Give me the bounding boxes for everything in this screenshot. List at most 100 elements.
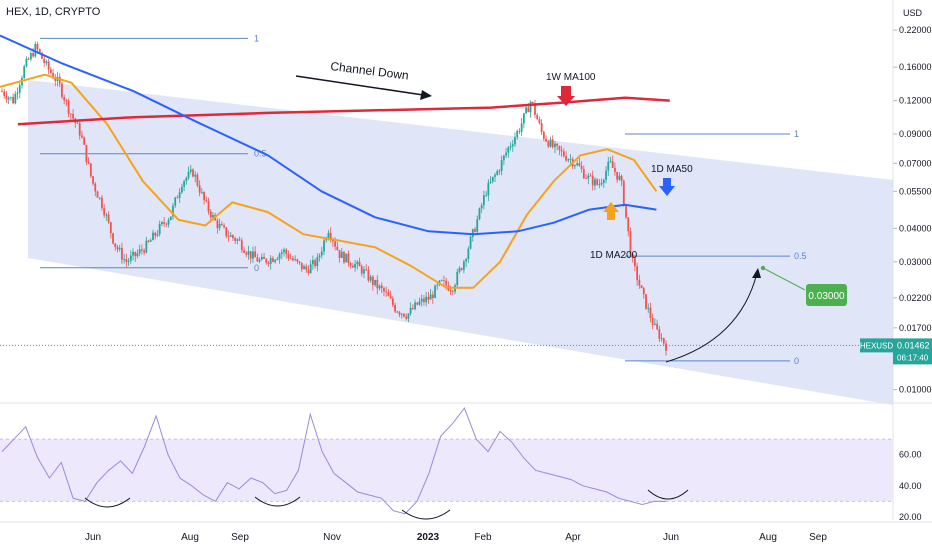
candle-body [27,58,30,60]
candle-body [567,159,570,161]
candle-body [522,113,525,124]
candle-body [247,251,250,255]
candle-body [376,279,379,289]
candle-body [218,223,221,229]
candle-body [371,276,374,286]
candle-body [542,131,545,139]
price-tick-label: 0.07000 [899,158,932,168]
candle-body [83,137,86,145]
candle-body [105,214,108,216]
candle-body [325,239,328,241]
candle-body [489,181,492,183]
candle-body [634,258,636,267]
candle-body [534,103,536,115]
channel-down-band [28,80,893,405]
candle-body [305,266,308,270]
candle-body [236,239,239,241]
price-tick-label: 0.01000 [899,385,932,395]
last-price-value: 0.01462 [897,340,930,350]
candle-body [638,280,641,286]
candle-body [276,258,279,260]
candle-body [296,259,299,262]
candle-body [98,197,101,199]
candle-body [232,235,234,238]
fib-level-label: 1 [254,33,259,43]
price-tick-label: 0.12000 [899,96,932,106]
candle-body [225,227,228,237]
candle-body [143,250,146,253]
candle-body [494,174,496,177]
candle-body [9,97,12,98]
projection-arrow-head [752,268,761,278]
candle-body [3,91,6,96]
candle-body [662,338,665,344]
candle-body [356,261,359,265]
candle-body [658,329,661,339]
candle-body [449,290,452,292]
time-tick-label: Nov [323,532,341,543]
candle-body [351,265,354,268]
candle-body [78,123,81,136]
candle-body [43,58,46,64]
candle-body [558,145,561,150]
candle-body [409,307,412,314]
candle-body [540,123,543,132]
candle-body [538,119,541,124]
candle-body [280,252,283,255]
rsi-bottom-arc [254,496,301,507]
ma50-line [0,34,657,236]
candle-body [365,269,368,271]
candle-body [554,143,556,148]
candle-body [92,176,94,184]
last-price-tag [893,338,932,365]
candle-body [154,232,157,236]
candle-body [414,302,416,310]
candle-body [480,205,483,209]
candle-body [323,240,325,252]
candle-body [41,52,43,59]
candle-body [509,146,512,148]
candle-body [58,76,61,84]
candle-body [298,261,301,263]
candle-body [229,235,232,237]
candle-body [198,185,201,193]
candle-body [12,97,15,104]
candle-body [463,261,465,270]
candle-body [252,251,254,259]
candle-body [443,280,445,282]
candle-body [72,114,74,119]
candle-body [425,296,428,303]
candle-body [132,251,134,256]
candle-body [134,251,137,257]
candle-body [609,161,612,163]
candle-body [207,200,210,212]
candle-body [531,101,534,104]
candle-body [314,260,317,267]
candle-body [289,258,292,260]
candle-body [94,183,97,192]
candle-body [145,240,148,253]
candle-body [591,175,594,186]
candle-body [54,78,57,82]
candle-body [7,97,10,100]
candle-body [249,251,252,259]
candle-body [316,256,319,267]
candle-body [309,264,312,274]
candle-body [436,284,439,286]
candle-body [36,44,39,50]
candle-body [358,261,361,267]
ma100w-arrow [557,86,575,106]
candle-body [163,222,166,224]
target-box [806,284,847,306]
candle-body [405,316,408,319]
candle-body [516,130,519,138]
channel-arrow-head [420,90,432,100]
candle-body [598,184,601,185]
candle-body [354,264,356,268]
fib-level-label: 0 [794,356,799,366]
channel-down-label: Channel Down [330,59,410,82]
candle-body [216,220,219,229]
candle-body [594,179,596,186]
